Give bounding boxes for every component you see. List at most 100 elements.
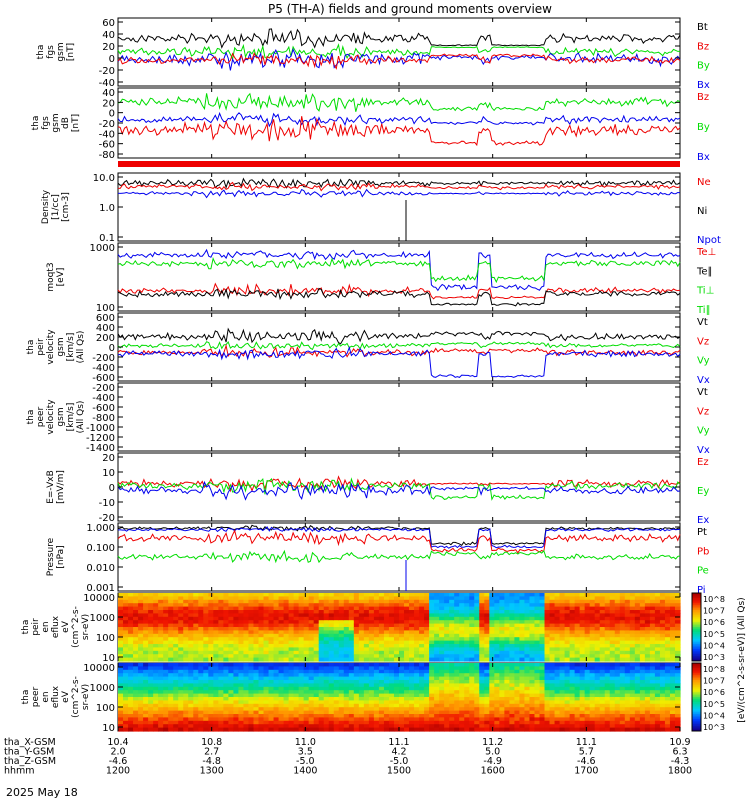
spec-cell [153, 710, 159, 715]
spec-cell [629, 714, 636, 718]
spec-cell [504, 690, 510, 695]
spec-cell [263, 627, 270, 631]
spec-cell [529, 690, 536, 695]
spec-cell [409, 654, 415, 659]
spec-cell [148, 673, 154, 678]
spec-cell [544, 650, 551, 655]
spec-cell [654, 700, 661, 705]
spec-cell [419, 637, 425, 642]
spec-cell [509, 630, 516, 635]
spec-cell [479, 657, 485, 662]
spec-cell [218, 593, 224, 597]
spec-cell [128, 627, 134, 631]
series-peir-Vt [117, 327, 681, 345]
spec-cell [343, 663, 350, 667]
spec-cell [228, 727, 235, 732]
spec-cell [308, 633, 315, 638]
spec-cell [604, 620, 611, 625]
spec-cell [509, 593, 516, 597]
spec-cell [559, 654, 566, 659]
spec-cell [419, 714, 425, 718]
spec-cell [594, 714, 601, 718]
spec-cell [293, 603, 300, 608]
spec-cell [318, 606, 325, 611]
spec-cell [399, 724, 405, 729]
spec-cell [654, 613, 661, 618]
spec-cell [399, 690, 405, 695]
spec-cell [444, 663, 450, 667]
spec-cell [348, 697, 355, 701]
spec-cell [133, 703, 139, 708]
spec-cell [574, 676, 581, 681]
spec-cell [378, 630, 385, 635]
spec-cell [193, 686, 199, 691]
spec-cell [293, 703, 300, 708]
spec-cell [323, 637, 330, 642]
spec-cell [469, 676, 475, 681]
spec-cell [674, 727, 681, 732]
spec-cell [564, 593, 571, 597]
spec-cell [444, 654, 450, 659]
spec-cell [203, 666, 209, 671]
spec-cell [353, 613, 360, 618]
spec-cell [233, 620, 240, 625]
spec-cell [303, 610, 310, 614]
spec-cell [378, 720, 385, 725]
spec-cell [223, 603, 229, 608]
spec-cell [243, 663, 250, 667]
spec-cell [123, 610, 129, 614]
spec-cell [634, 599, 641, 604]
spec-cell [509, 676, 516, 681]
spec-cell [328, 610, 335, 614]
spec-cell [514, 676, 521, 681]
spec-cell [569, 666, 576, 671]
spec-cell [308, 707, 315, 712]
spec-cell [409, 680, 415, 684]
spec-cell [569, 686, 576, 691]
spec-cell [584, 616, 591, 621]
spec-cell [489, 700, 495, 705]
spec-cell [459, 650, 465, 655]
spec-cell [273, 650, 280, 655]
spec-cell [218, 647, 224, 652]
spec-cell [554, 603, 561, 608]
spec-cell [243, 710, 250, 715]
spec-cell [399, 710, 405, 715]
spec-cell [414, 610, 420, 614]
spec-cell [614, 599, 621, 604]
spec-cell [424, 623, 430, 628]
spec-cell [414, 683, 420, 688]
spec-cell [574, 610, 581, 614]
spec-cell [388, 676, 395, 681]
spec-cell [388, 616, 395, 621]
spec-cell [148, 606, 154, 611]
spec-cell [373, 647, 380, 652]
spec-cell [368, 673, 375, 678]
spec-cell [624, 630, 631, 635]
spec-cell [193, 714, 199, 718]
spec-cell [604, 693, 611, 698]
spec-cell [634, 627, 641, 631]
colorbar-tick: 10^3 [703, 723, 725, 732]
ytick-label: 0.010 [86, 563, 115, 574]
spec-cell [399, 686, 405, 691]
spec-cell [644, 686, 651, 691]
spec-cell [629, 623, 636, 628]
spec-cell [599, 623, 606, 628]
spec-cell [654, 647, 661, 652]
spec-cell [484, 637, 490, 642]
spec-cell [138, 710, 144, 715]
spec-cell [288, 593, 295, 597]
spec-cell [429, 676, 435, 681]
spec-cell [133, 657, 139, 662]
spec-cell [188, 686, 194, 691]
colorbar: 10^810^710^610^510^410^310^810^710^610^5… [691, 592, 747, 732]
spec-cell [318, 644, 325, 648]
spec-cell [644, 703, 651, 708]
spec-cell [454, 627, 460, 631]
spec-cell [223, 647, 229, 652]
spec-cell [383, 666, 390, 671]
spec-cell [549, 683, 556, 688]
spec-cell [283, 627, 290, 631]
spec-cell [564, 717, 571, 722]
